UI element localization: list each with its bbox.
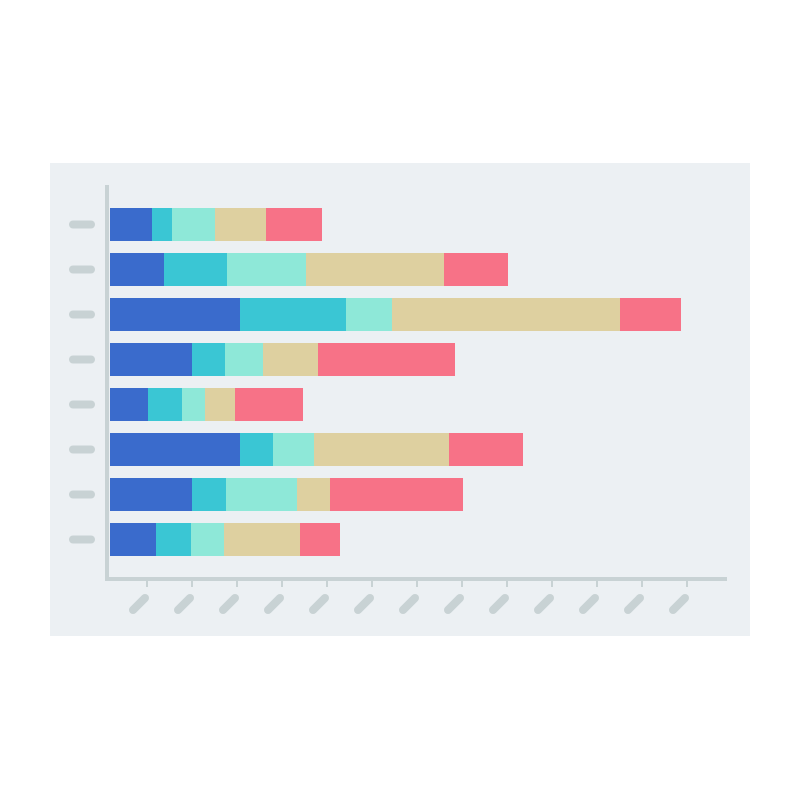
bar-segment [224, 523, 300, 556]
x-tick-placeholder [399, 594, 419, 614]
bar-segment [215, 208, 266, 241]
y-axis [105, 185, 109, 581]
bar-segment [152, 208, 172, 241]
x-tick-placeholder [489, 594, 509, 614]
bar-segment [110, 298, 240, 331]
bar-segment [297, 478, 330, 511]
x-tick-placeholder [534, 594, 554, 614]
x-tick-placeholder [444, 594, 464, 614]
bar-segment [156, 523, 191, 556]
bar-segment [172, 208, 215, 241]
bar-segment [110, 253, 164, 286]
bar-segment [318, 343, 455, 376]
bar-segment [192, 343, 225, 376]
x-tick-placeholder [174, 594, 194, 614]
x-tick-placeholder [129, 594, 149, 614]
bar-segment [205, 388, 235, 421]
bar-segment [300, 523, 340, 556]
bar-segment [148, 388, 182, 421]
bar-segment [192, 478, 226, 511]
bar-segment [110, 523, 156, 556]
bar-segment [110, 343, 192, 376]
bar-segment [620, 298, 681, 331]
bar-segment [110, 388, 148, 421]
bar-segment [164, 253, 227, 286]
bar-segment [235, 388, 303, 421]
x-tick-placeholder [579, 594, 599, 614]
x-tick-placeholder [264, 594, 284, 614]
bar-segment [182, 388, 205, 421]
bar-segment [191, 523, 224, 556]
bar-segment [444, 253, 508, 286]
bar-segment [227, 253, 306, 286]
bar-segment [110, 478, 192, 511]
bar-segment [240, 433, 273, 466]
bar-segment [225, 343, 263, 376]
x-tick-placeholder [354, 594, 374, 614]
bar-segment [273, 433, 314, 466]
bar-segment [392, 298, 620, 331]
bar-segment [226, 478, 297, 511]
bar-segment [306, 253, 444, 286]
bar-segment [346, 298, 392, 331]
bar-segment [240, 298, 346, 331]
bar-segment [110, 433, 240, 466]
x-tick-placeholder [309, 594, 329, 614]
bar-segment [110, 208, 152, 241]
x-tick-placeholder [219, 594, 239, 614]
bar-segment [263, 343, 318, 376]
bar-segment [314, 433, 449, 466]
x-tick-placeholder [669, 594, 689, 614]
x-axis [105, 577, 727, 581]
bar-segment [266, 208, 322, 241]
bar-segment [330, 478, 463, 511]
bar-segment [449, 433, 523, 466]
x-tick-placeholder [624, 594, 644, 614]
